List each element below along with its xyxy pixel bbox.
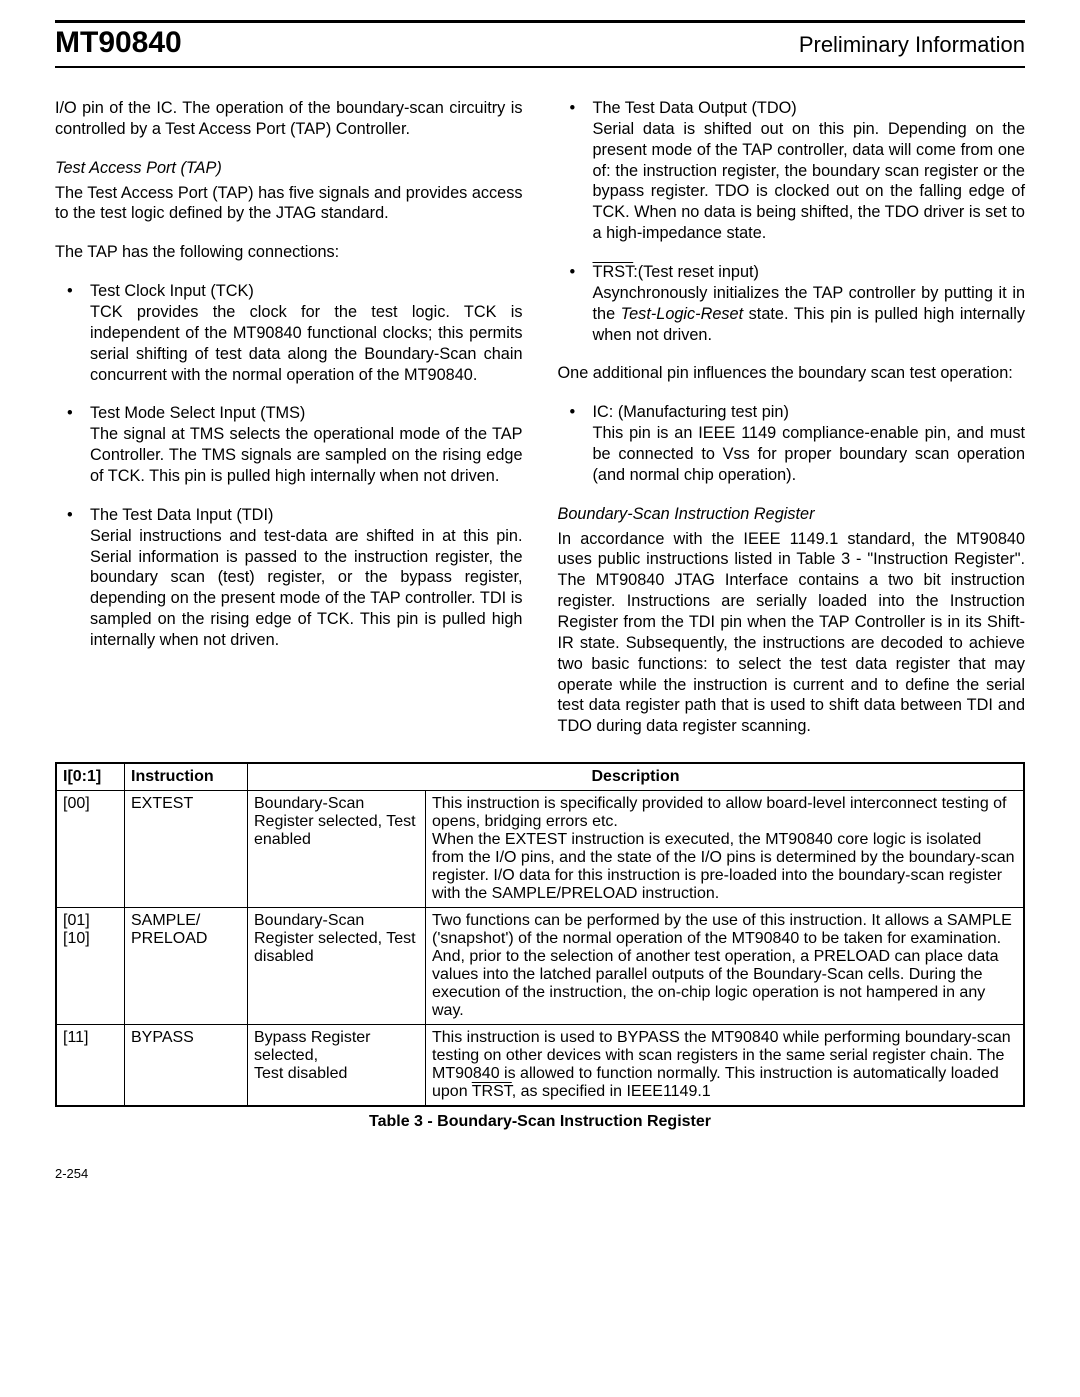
list-item: TRST:(Test reset input) Asynchronously i… — [558, 262, 1026, 345]
table-caption: Table 3 - Boundary-Scan Instruction Regi… — [55, 1113, 1025, 1131]
list-item: The Test Data Input (TDI) Serial instruc… — [55, 505, 523, 651]
item-body: The signal at TMS selects the operationa… — [90, 425, 523, 485]
tap-subheading: Test Access Port (TAP) — [55, 158, 523, 179]
cell-code: [11] — [56, 1025, 125, 1107]
page-number: 2-254 — [55, 1166, 1025, 1181]
th-instruction: Instruction — [125, 763, 248, 791]
item-title: Test Mode Select Input (TMS) — [90, 404, 305, 422]
cell-selection: Boundary-Scan Register selected, Test en… — [248, 791, 426, 908]
bsir-paragraph: In accordance with the IEEE 1149.1 stand… — [558, 529, 1026, 738]
desc-post: , as specified in IEEE1149.1 — [512, 1083, 711, 1100]
tap-signal-list-cont: The Test Data Output (TDO) Serial data i… — [558, 98, 1026, 345]
cell-code: [01] [10] — [56, 908, 125, 1025]
connections-intro: The TAP has the following connections: — [55, 242, 523, 263]
table-row: [00] EXTEST Boundary-Scan Register selec… — [56, 791, 1024, 908]
item-title: IC: (Manufacturing test pin) — [593, 403, 789, 421]
cell-selection: Bypass Register selected, Test disabled — [248, 1025, 426, 1107]
item-title: The Test Data Input (TDI) — [90, 506, 273, 524]
additional-pin-list: IC: (Manufacturing test pin) This pin is… — [558, 402, 1026, 485]
table-row: [01] [10] SAMPLE/ PRELOAD Boundary-Scan … — [56, 908, 1024, 1025]
item-title: The Test Data Output (TDO) — [593, 99, 797, 117]
th-description: Description — [248, 763, 1025, 791]
item-body: Serial data is shifted out on this pin. … — [593, 120, 1026, 242]
cell-instruction: EXTEST — [125, 791, 248, 908]
item-title-overline: TRST — [593, 263, 634, 281]
right-column: The Test Data Output (TDO) Serial data i… — [558, 98, 1026, 737]
table-header-row: I[0:1] Instruction Description — [56, 763, 1024, 791]
cell-description: This instruction is specifically provide… — [426, 791, 1025, 908]
cell-instruction: SAMPLE/ PRELOAD — [125, 908, 248, 1025]
item-body: Asynchronously initializes the TAP contr… — [593, 284, 1026, 344]
cell-description: This instruction is used to BYPASS the M… — [426, 1025, 1025, 1107]
cell-selection: Boundary-Scan Register selected, Test di… — [248, 908, 426, 1025]
instruction-register-table: I[0:1] Instruction Description [00] EXTE… — [55, 762, 1025, 1107]
item-body: Serial instructions and test-data are sh… — [90, 527, 523, 649]
body-columns: I/O pin of the IC. The operation of the … — [55, 98, 1025, 737]
desc-overline: TRST — [472, 1083, 512, 1100]
th-code: I[0:1] — [56, 763, 125, 791]
cell-code: [00] — [56, 791, 125, 908]
cell-description: Two functions can be performed by the us… — [426, 908, 1025, 1025]
tap-signal-list: Test Clock Input (TCK) TCK provides the … — [55, 281, 523, 651]
bsir-subheading: Boundary-Scan Instruction Register — [558, 504, 1026, 525]
page-header: MT90840 Preliminary Information — [55, 20, 1025, 68]
list-item: Test Mode Select Input (TMS) The signal … — [55, 403, 523, 486]
header-status: Preliminary Information — [799, 32, 1025, 58]
list-item: IC: (Manufacturing test pin) This pin is… — [558, 402, 1026, 485]
item-body: TCK provides the clock for the test logi… — [90, 303, 523, 384]
tap-paragraph: The Test Access Port (TAP) has five sign… — [55, 183, 523, 225]
item-title: Test Clock Input (TCK) — [90, 282, 254, 300]
header-part-number: MT90840 — [55, 26, 182, 60]
item-title-post: :(Test reset input) — [633, 263, 759, 281]
list-item: Test Clock Input (TCK) TCK provides the … — [55, 281, 523, 385]
list-item: The Test Data Output (TDO) Serial data i… — [558, 98, 1026, 244]
left-column: I/O pin of the IC. The operation of the … — [55, 98, 523, 737]
additional-pin-intro: One additional pin influences the bounda… — [558, 363, 1026, 384]
cell-instruction: BYPASS — [125, 1025, 248, 1107]
table-row: [11] BYPASS Bypass Register selected, Te… — [56, 1025, 1024, 1107]
item-body: This pin is an IEEE 1149 compliance-enab… — [593, 424, 1026, 484]
intro-paragraph: I/O pin of the IC. The operation of the … — [55, 98, 523, 140]
